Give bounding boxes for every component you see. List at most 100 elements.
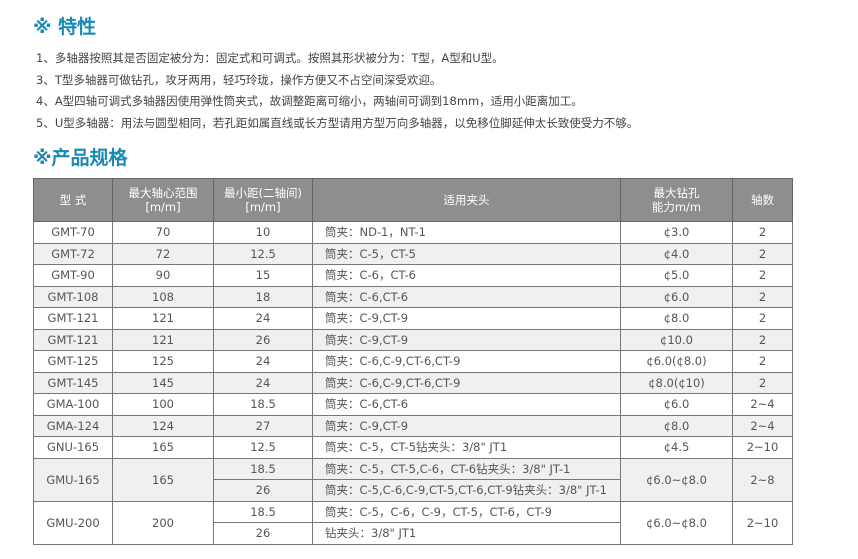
table-cell: ¢3.0 <box>620 221 733 244</box>
table-cell: 筒夹：C-5,C-6,C-9,CT-5,CT-6,CT-9钻夹头：3/8" JT… <box>312 479 621 502</box>
table-cell: GMA-100 <box>33 393 113 416</box>
table-cell: 2~10 <box>732 500 793 545</box>
table-cell: GMT-125 <box>33 350 113 373</box>
table-cell: 18 <box>213 285 313 308</box>
table-cell: 18.5 <box>213 500 313 523</box>
table-cell: 200 <box>112 500 214 545</box>
table-cell: 24 <box>213 307 313 330</box>
table-cell: 2~8 <box>732 457 793 502</box>
table-cell: GMT-70 <box>33 221 113 244</box>
column-header: 最小距(二轴间) [m/m] <box>213 178 313 222</box>
table-cell: ¢6.0 <box>620 285 733 308</box>
table-cell: GMT-145 <box>33 371 113 394</box>
table-row: GMT-121 121 24 筒夹：C-9,CT-9 ¢8.0 2 <box>33 307 793 330</box>
table-row: GMU-165 165 18.5 筒夹：C-5，CT-5,C-6，CT-6钻夹头：3/… <box>33 457 793 502</box>
specs-heading: ※产品规格 <box>33 147 128 169</box>
table-row: GMT-90 90 15 筒夹：C-6，CT-6 ¢5.0 2 <box>33 264 793 287</box>
table-cell: GMT-121 <box>33 307 113 330</box>
table-cell: 90 <box>112 264 214 287</box>
table-cell: 2 <box>732 221 793 244</box>
table-cell: 2 <box>732 242 793 265</box>
table-cell: 2~4 <box>732 393 793 416</box>
table-cell: 2 <box>732 285 793 308</box>
table-cell: 26 <box>213 328 313 351</box>
table-cell: 125 <box>112 350 214 373</box>
table-cell: 筒夹：C-5，C-6，C-9，CT-5，CT-6，CT-9 <box>312 500 621 523</box>
table-cell: 筒夹：C-9,CT-9 <box>312 307 621 330</box>
table-cell: 2~10 <box>732 436 793 459</box>
table-row: GMU-200 200 18.5 筒夹：C-5，C-6，C-9，CT-5，CT-6，C… <box>33 500 793 545</box>
table-cell: GNU-165 <box>33 436 113 459</box>
table-cell: 2~4 <box>732 414 793 437</box>
table-cell: 165 <box>112 436 214 459</box>
feature-item: 5、U型多轴器：用法与圆型相同，若孔距如属直线或长方型请用方型万向多轴器，以免移… <box>36 115 639 130</box>
table-cell: 筒夹：C-9,CT-9 <box>312 414 621 437</box>
table-cell: 26 <box>213 479 313 502</box>
table-cell: 钻夹头：3/8" JT1 <box>312 522 621 545</box>
feature-item: 3、T型多轴器可做钻孔，攻牙两用，轻巧玲珑，操作方便又不占空间深受欢迎。 <box>36 72 442 87</box>
table-row: GMT-70 70 10 筒夹：ND-1，NT-1 ¢3.0 2 <box>33 221 793 244</box>
table-cell: 18.5 <box>213 393 313 416</box>
table-cell: 2 <box>732 264 793 287</box>
table-cell: ¢8.0(¢10) <box>620 371 733 394</box>
feature-item: 4、A型四轴可调式多轴器因使用弹性筒夹式，故调整距离可缩小，两轴间可调到18mm… <box>36 94 583 109</box>
column-header: 型 式 <box>33 178 113 222</box>
table-row: GMT-125 125 24 筒夹：C-6,C-9,CT-6,CT-9 ¢6.0(¢8.… <box>33 350 793 373</box>
column-header: 适用夹头 <box>312 178 621 222</box>
table-cell: 筒夹：C-6,CT-6 <box>312 393 621 416</box>
table-cell: GMT-108 <box>33 285 113 308</box>
table-cell: GMT-72 <box>33 242 113 265</box>
table-cell: 2 <box>732 307 793 330</box>
table-row: GMT-121 121 26 筒夹：C-9,CT-9 ¢10.0 2 <box>33 328 793 351</box>
table-row: 26 筒夹：C-5,C-6,C-9,CT-5,CT-6,CT-9钻夹头：3/8" … <box>34 479 793 502</box>
column-header: 轴数 <box>732 178 793 222</box>
table-cell: 70 <box>112 221 214 244</box>
table-cell: ¢6.0~¢8.0 <box>620 457 733 502</box>
table-cell: ¢8.0 <box>620 307 733 330</box>
table-cell: 筒夹：C-6,C-9,CT-6,CT-9 <box>312 350 621 373</box>
table-row: 26 钻夹头：3/8" JT1 <box>34 522 793 545</box>
table-cell: 121 <box>112 328 214 351</box>
table-cell: 18.5 <box>213 457 313 480</box>
table-cell: ¢4.5 <box>620 436 733 459</box>
table-cell: 筒夹：C-5，CT-5钻夹头：3/8" JT1 <box>312 436 621 459</box>
table-row: GMT-145 145 24 筒夹：C-6,C-9,CT-6,CT-9 ¢8.0(¢10… <box>33 371 793 394</box>
column-header: 最大钻孔 能力m/m <box>620 178 733 222</box>
table-cell: 24 <box>213 371 313 394</box>
table-cell: 108 <box>112 285 214 308</box>
table-cell: 72 <box>112 242 214 265</box>
table-cell: 2 <box>732 350 793 373</box>
specs-table: 型 式最大轴心范围 [m/m] 最小距(二轴间) [m/m] 适用夹头 最大钻孔 能力… <box>33 178 793 545</box>
table-cell: 121 <box>112 307 214 330</box>
table-cell: 2 <box>732 371 793 394</box>
table-cell: GMT-121 <box>33 328 113 351</box>
table-cell: 12.5 <box>213 242 313 265</box>
table-cell: 筒夹：C-6，CT-6 <box>312 264 621 287</box>
table-row: GMA-100 100 18.5 筒夹：C-6,CT-6 ¢6.0 2~4 <box>33 393 793 416</box>
table-cell: ¢6.0 <box>620 393 733 416</box>
table-cell: 12.5 <box>213 436 313 459</box>
table-cell: 15 <box>213 264 313 287</box>
table-cell: 27 <box>213 414 313 437</box>
features-heading: ※ 特性 <box>33 16 97 38</box>
table-row: GNU-165 165 12.5 筒夹：C-5，CT-5钻夹头：3/8" JT1 ¢4.… <box>33 436 793 459</box>
table-cell: 筒夹：C-5，CT-5 <box>312 242 621 265</box>
table-cell: GMU-165 <box>33 457 113 502</box>
table-cell: ¢6.0~¢8.0 <box>620 500 733 545</box>
column-header: 最大轴心范围 [m/m] <box>112 178 214 222</box>
table-row: GMT-108 108 18 筒夹：C-6,CT-6 ¢6.0 2 <box>33 285 793 308</box>
table-cell: 100 <box>112 393 214 416</box>
table-cell: ¢8.0 <box>620 414 733 437</box>
table-cell: ¢10.0 <box>620 328 733 351</box>
table-cell: ¢4.0 <box>620 242 733 265</box>
table-cell: 26 <box>213 522 313 545</box>
table-cell: 筒夹：C-5，CT-5,C-6，CT-6钻夹头：3/8" JT-1 <box>312 457 621 480</box>
table-row: GMT-72 72 12.5 筒夹：C-5，CT-5 ¢4.0 2 <box>33 242 793 265</box>
table-cell: 165 <box>112 457 214 502</box>
table-row: GMA-124 124 27 筒夹：C-9,CT-9 ¢8.0 2~4 <box>33 414 793 437</box>
table-cell: 24 <box>213 350 313 373</box>
table-cell: 筒夹：C-9,CT-9 <box>312 328 621 351</box>
table-cell: 筒夹：ND-1，NT-1 <box>312 221 621 244</box>
table-cell: ¢5.0 <box>620 264 733 287</box>
table-cell: 145 <box>112 371 214 394</box>
